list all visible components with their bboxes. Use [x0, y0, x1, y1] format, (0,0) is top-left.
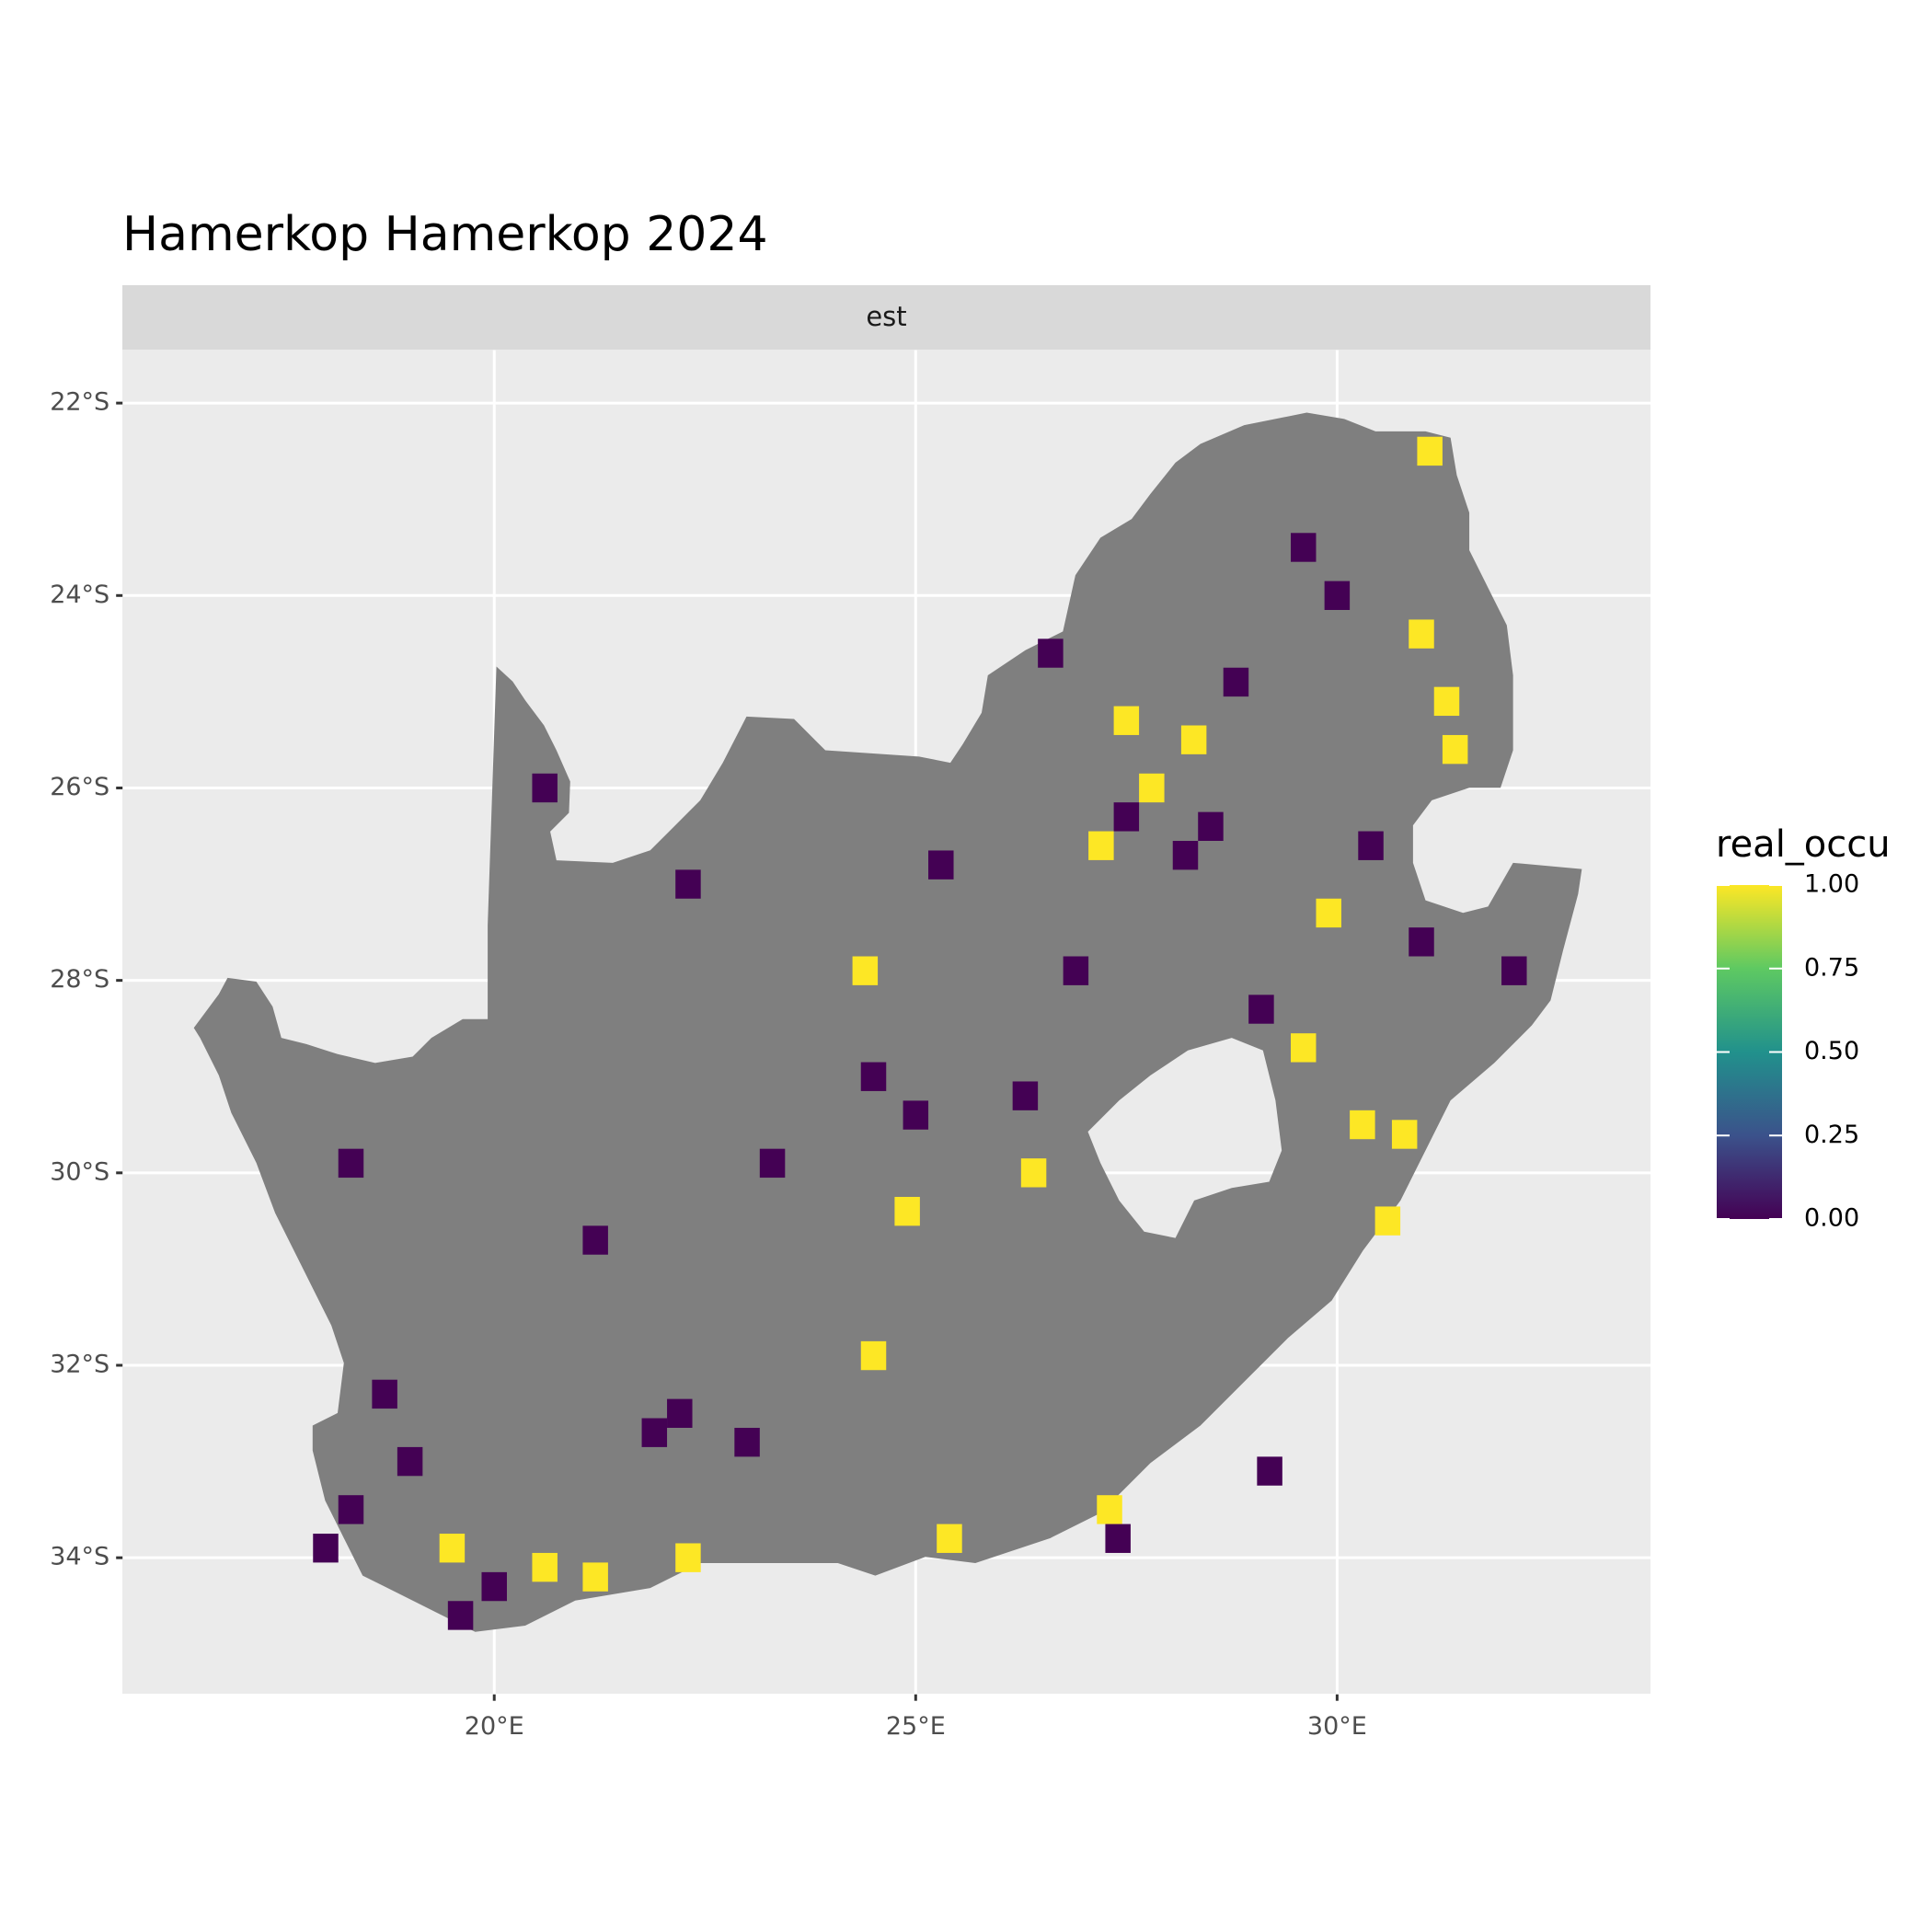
cell [860, 1062, 887, 1091]
cell [338, 1495, 364, 1524]
cell [903, 1100, 929, 1130]
cell [1290, 533, 1317, 562]
legend: 0.00 0.25 0.50 0.75 1.00 [1717, 870, 1859, 1233]
x-tick-label: 20°E [465, 1712, 524, 1741]
cell [1097, 1495, 1122, 1524]
y-tick-label: 22°S [50, 388, 109, 417]
cell [439, 1534, 466, 1563]
cell [852, 956, 879, 985]
cell [1113, 706, 1140, 735]
cell [1257, 1456, 1282, 1486]
cell [1433, 686, 1460, 717]
cell [1391, 1120, 1418, 1149]
cells [313, 436, 1527, 1630]
land [193, 412, 1582, 1632]
y-tick-label: 28°S [50, 965, 109, 994]
cell [894, 1196, 920, 1226]
cell [734, 1427, 760, 1457]
cell [1088, 831, 1114, 860]
cell [675, 1543, 701, 1572]
cell [397, 1446, 423, 1477]
axes: 20°E 25°E 30°E 34°S 32°S 30°S 28°S 26°S 24°S 22°S [50, 388, 1367, 1742]
cell [1139, 773, 1165, 803]
cell [1248, 995, 1274, 1024]
cell [667, 1398, 693, 1428]
cell [1038, 638, 1064, 668]
cell [1358, 831, 1384, 860]
cell [582, 1225, 608, 1255]
cell [1316, 898, 1341, 928]
x-tick-label: 30°E [1307, 1712, 1367, 1741]
legend-title: real_occu [1716, 823, 1891, 866]
cell [1417, 436, 1443, 466]
cell [1409, 927, 1434, 957]
cell [1113, 802, 1140, 832]
cell [481, 1571, 507, 1602]
facet-label: est [866, 301, 906, 332]
y-tick-label: 24°S [50, 581, 109, 609]
cell [1223, 667, 1249, 697]
cell [372, 1379, 397, 1409]
cell [1324, 581, 1351, 610]
colorbar-label: 1.00 [1804, 870, 1859, 899]
cell [532, 1552, 558, 1582]
colorbar-label: 0.75 [1804, 953, 1859, 982]
cell [1020, 1158, 1047, 1188]
cell [1290, 1033, 1317, 1063]
y-tick-label: 30°S [50, 1157, 109, 1186]
cell [1105, 1524, 1131, 1553]
cell [759, 1148, 786, 1179]
cell [1198, 811, 1224, 842]
cell [675, 869, 701, 899]
cell [1012, 1081, 1039, 1110]
cell [1172, 841, 1199, 870]
colorbar-label: 0.00 [1804, 1204, 1859, 1233]
facet-strip [122, 285, 1650, 350]
cell [313, 1534, 339, 1563]
cell [1442, 734, 1468, 765]
colorbar-label: 0.50 [1804, 1037, 1859, 1065]
cell [1501, 956, 1527, 985]
cell [447, 1601, 474, 1630]
cell [338, 1148, 364, 1179]
cell [1063, 956, 1089, 985]
cell [928, 850, 954, 880]
chart-title: Hamerkop Hamerkop 2024 [122, 207, 768, 262]
y-tick-label: 32°S [50, 1351, 109, 1379]
cell [582, 1562, 608, 1592]
cell [641, 1418, 668, 1447]
cell [937, 1524, 962, 1553]
cell [1409, 619, 1434, 649]
x-tick-label: 25°E [886, 1712, 946, 1741]
y-tick-label: 26°S [50, 773, 109, 801]
colorbar-label: 0.25 [1804, 1121, 1859, 1149]
y-tick-label: 34°S [50, 1543, 109, 1571]
cell [1374, 1206, 1401, 1236]
cell [532, 773, 558, 803]
cell [1350, 1110, 1375, 1140]
cell [1180, 725, 1207, 754]
cell [860, 1340, 887, 1371]
